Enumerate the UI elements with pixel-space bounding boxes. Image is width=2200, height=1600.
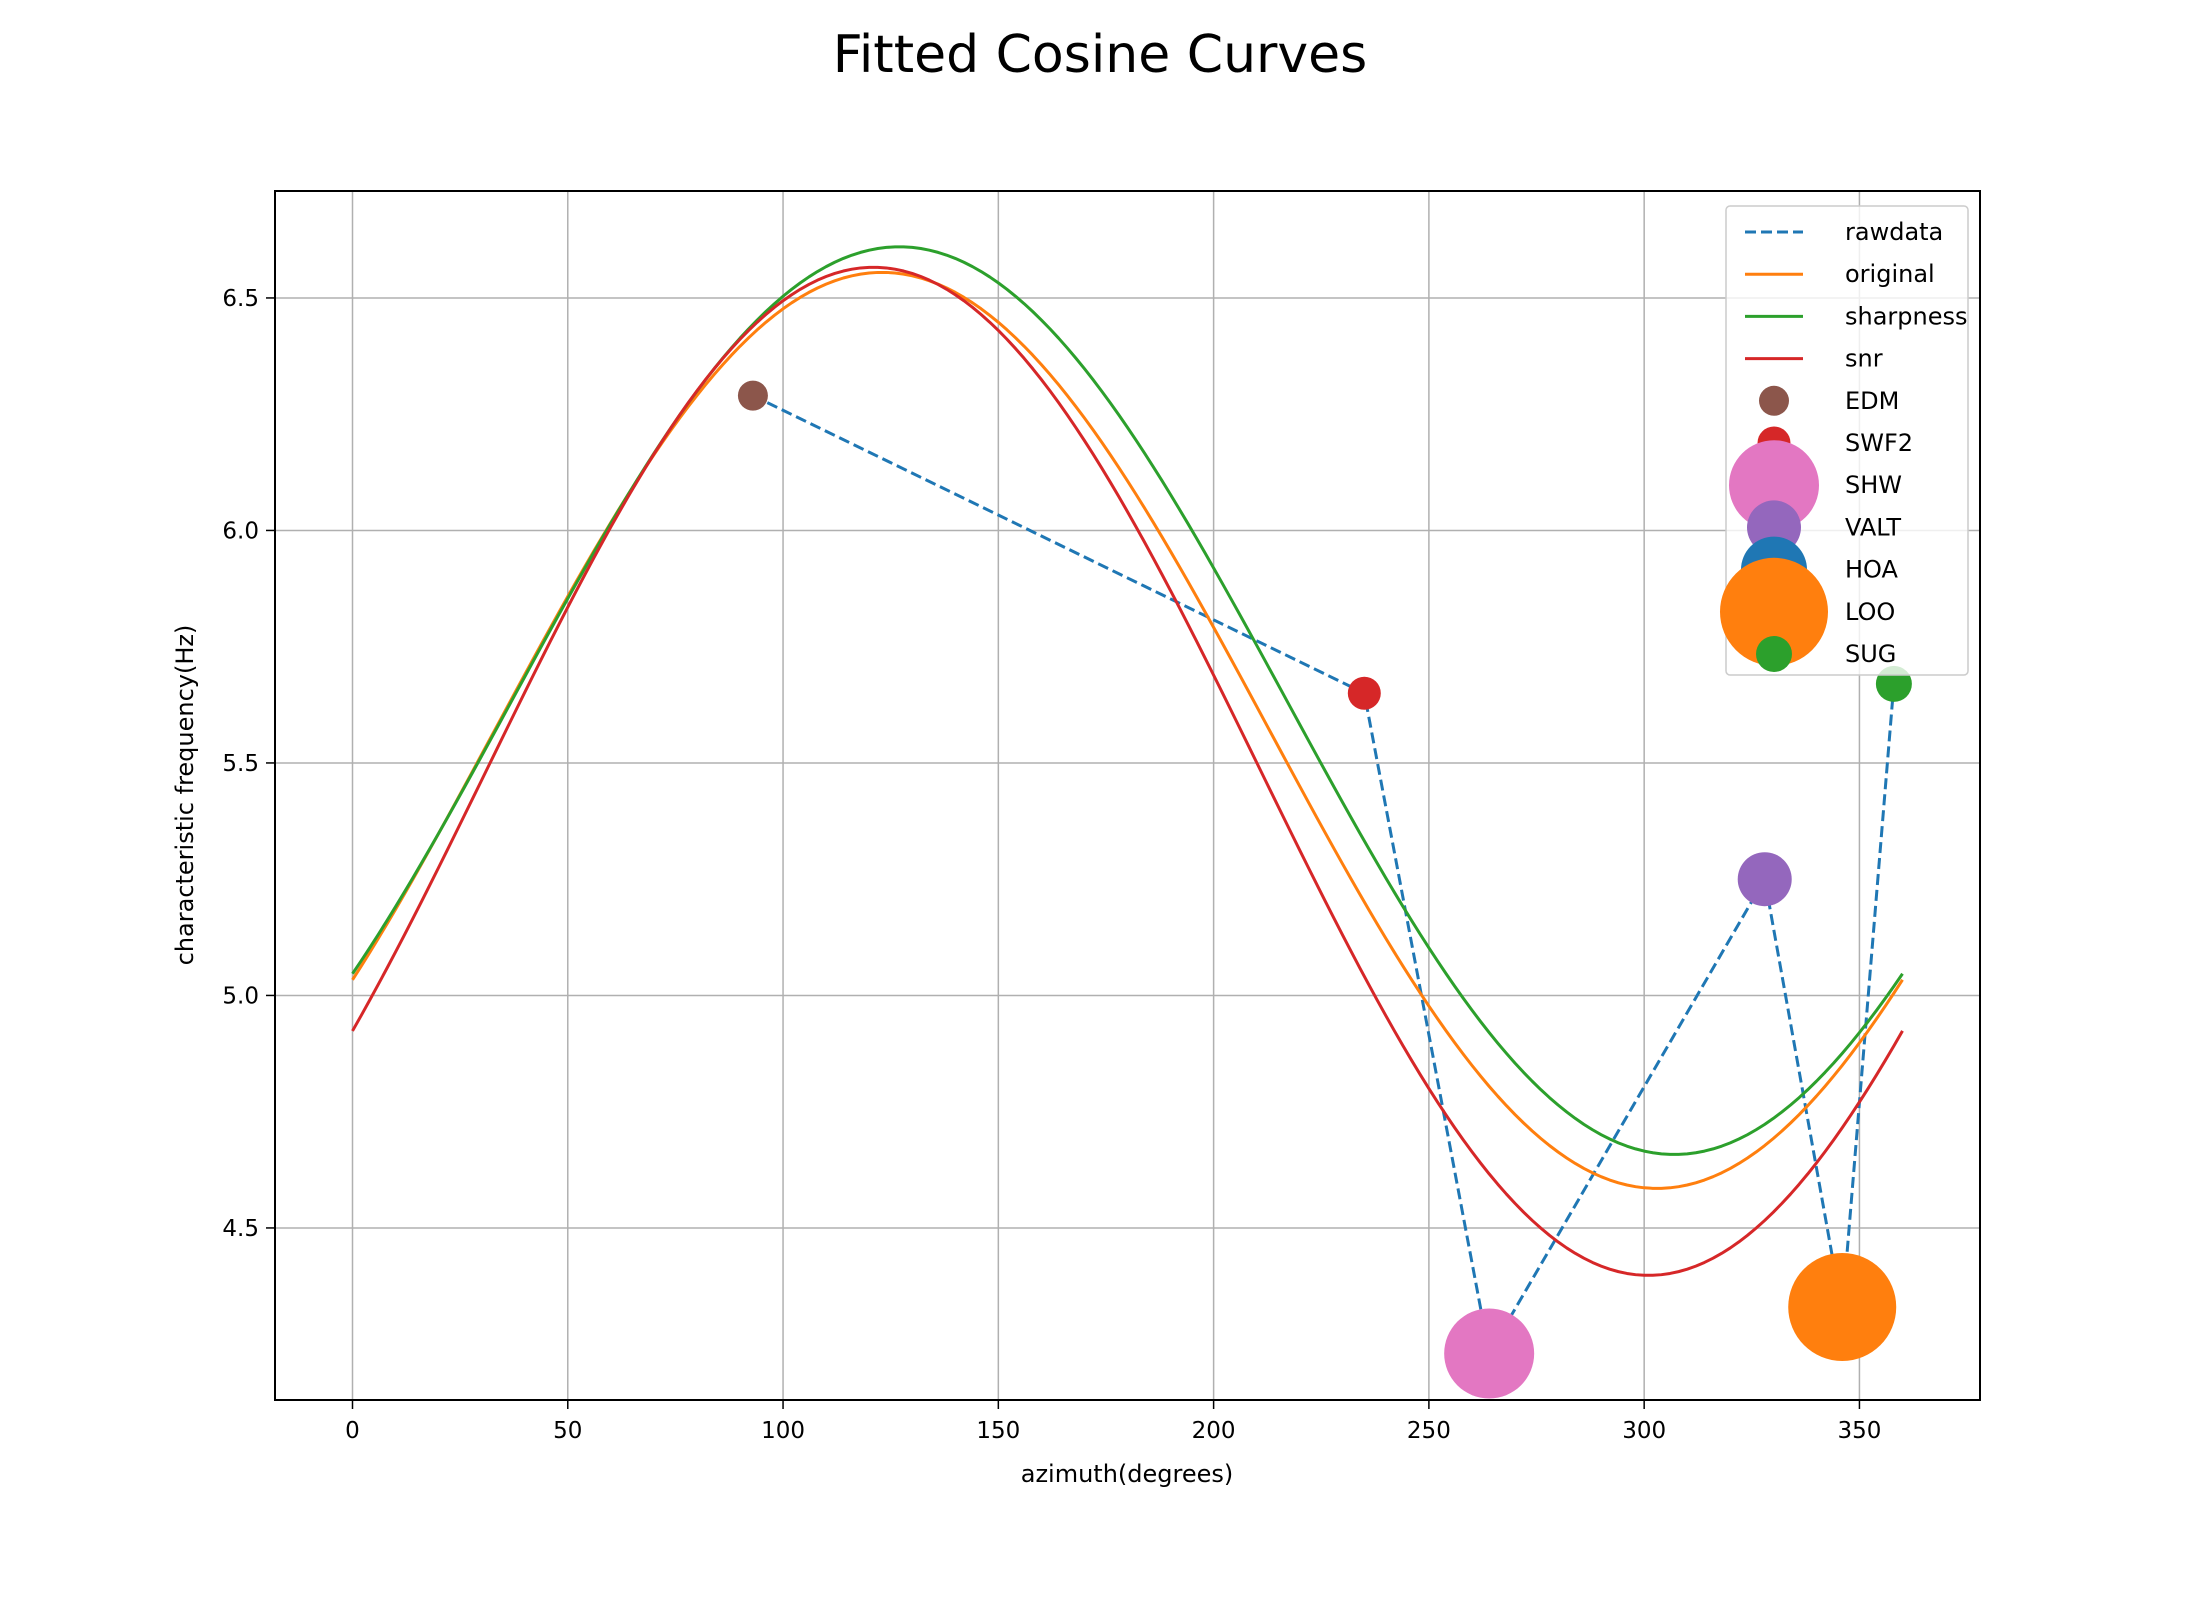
plot-area: [351, 245, 1904, 1355]
x-tick-label: 100: [761, 1418, 805, 1444]
legend-marker-shw: [1729, 440, 1819, 531]
x-tick-label: 300: [1622, 1418, 1666, 1444]
legend-marker-edm: [1759, 385, 1789, 416]
y-axis: 4.5 5.0 5.5 6.0 6.5: [222, 286, 275, 1242]
x-axis: 0 50 100 150 200 250 300 350: [345, 1400, 1881, 1444]
legend: rawdata original sharpness snr EDM SWF2 SHW VAL…: [1720, 205, 1969, 676]
chart-title: Fitted Cosine Curves: [833, 25, 1368, 85]
station-marker-shw: [1444, 1308, 1535, 1399]
legend-label: SWF2: [1845, 429, 1913, 457]
series-line-rawdata: [752, 394, 1896, 1355]
x-axis-label: azimuth(degrees): [1021, 1460, 1234, 1488]
legend-label: snr: [1845, 345, 1883, 373]
legend-label: HOA: [1845, 556, 1899, 584]
legend-marker-sug: [1756, 636, 1792, 672]
x-tick-label: 0: [345, 1418, 360, 1444]
station-marker-swf2: [1347, 676, 1381, 710]
station-marker-loo: [1788, 1253, 1897, 1361]
legend-label: rawdata: [1845, 218, 1943, 246]
x-tick-label: 250: [1407, 1418, 1451, 1444]
y-tick-label: 5.0: [222, 983, 259, 1009]
series-line-snr: [351, 265, 1904, 1277]
station-marker-valt: [1737, 852, 1792, 907]
y-tick-label: 5.5: [222, 751, 259, 777]
axes-frame: [274, 190, 1981, 1401]
x-tick-label: 350: [1837, 1418, 1881, 1444]
station-marker-edm: [737, 380, 768, 411]
legend-label: SUG: [1845, 640, 1896, 668]
legend-marker-loo: [1720, 557, 1828, 666]
y-axis-label: characteristic frequency(Hz): [171, 625, 199, 966]
x-tick-label: 50: [553, 1418, 582, 1444]
legend-label: VALT: [1845, 513, 1901, 541]
legend-label: EDM: [1845, 387, 1899, 415]
legend-label: sharpness: [1845, 302, 1968, 330]
series-line-sharpness: [351, 245, 1904, 1156]
x-tick-label: 150: [976, 1418, 1020, 1444]
y-tick-label: 6.5: [222, 286, 259, 312]
y-tick-label: 6.0: [222, 518, 259, 544]
legend-label: original: [1845, 260, 1935, 288]
y-tick-label: 4.5: [222, 1216, 259, 1242]
legend-label: LOO: [1845, 598, 1895, 626]
x-tick-label: 200: [1192, 1418, 1236, 1444]
legend-label: SHW: [1845, 471, 1902, 499]
